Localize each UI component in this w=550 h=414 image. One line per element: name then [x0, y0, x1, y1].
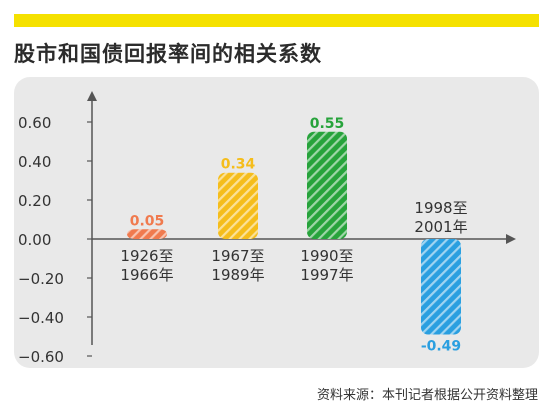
- bar-chart: 0.60 0.40 0.20 0.00 −0.20 −0.40 −0.60 0.05 1926至…: [18, 91, 516, 366]
- bar: [127, 229, 167, 239]
- bar: [421, 239, 461, 335]
- y-tick-label: 0.40: [18, 153, 51, 171]
- header-accent-bar: [14, 14, 539, 27]
- category-label: 1998至 2001年: [414, 199, 467, 236]
- y-tick-label: 0.60: [18, 114, 51, 132]
- data-label: 0.34: [221, 157, 256, 173]
- data-label: -0.49: [421, 339, 461, 355]
- y-tick-label: −0.40: [18, 309, 64, 327]
- chart-title: 股市和国债回报率间的相关系数: [14, 42, 322, 66]
- data-label: 0.05: [130, 213, 165, 229]
- bar: [307, 131, 347, 239]
- data-label: 0.55: [310, 116, 345, 132]
- category-label: 1967至 1989年: [211, 247, 264, 284]
- y-tick-label: −0.60: [18, 348, 64, 366]
- y-tick-label: −0.20: [18, 270, 64, 288]
- category-label: 1990至 1997年: [300, 247, 353, 284]
- bar: [218, 172, 258, 239]
- source-note: 资料来源：本刊记者根据公开资料整理: [316, 388, 538, 403]
- chart-panel: 0.60 0.40 0.20 0.00 −0.20 −0.40 −0.60 0.05 1926至…: [14, 77, 539, 368]
- category-label: 1926至 1966年: [120, 247, 173, 284]
- y-tick-label: 0.20: [18, 192, 51, 210]
- y-axis-arrow: [87, 91, 97, 101]
- x-axis-arrow: [506, 234, 516, 244]
- y-tick-label: 0.00: [18, 231, 51, 249]
